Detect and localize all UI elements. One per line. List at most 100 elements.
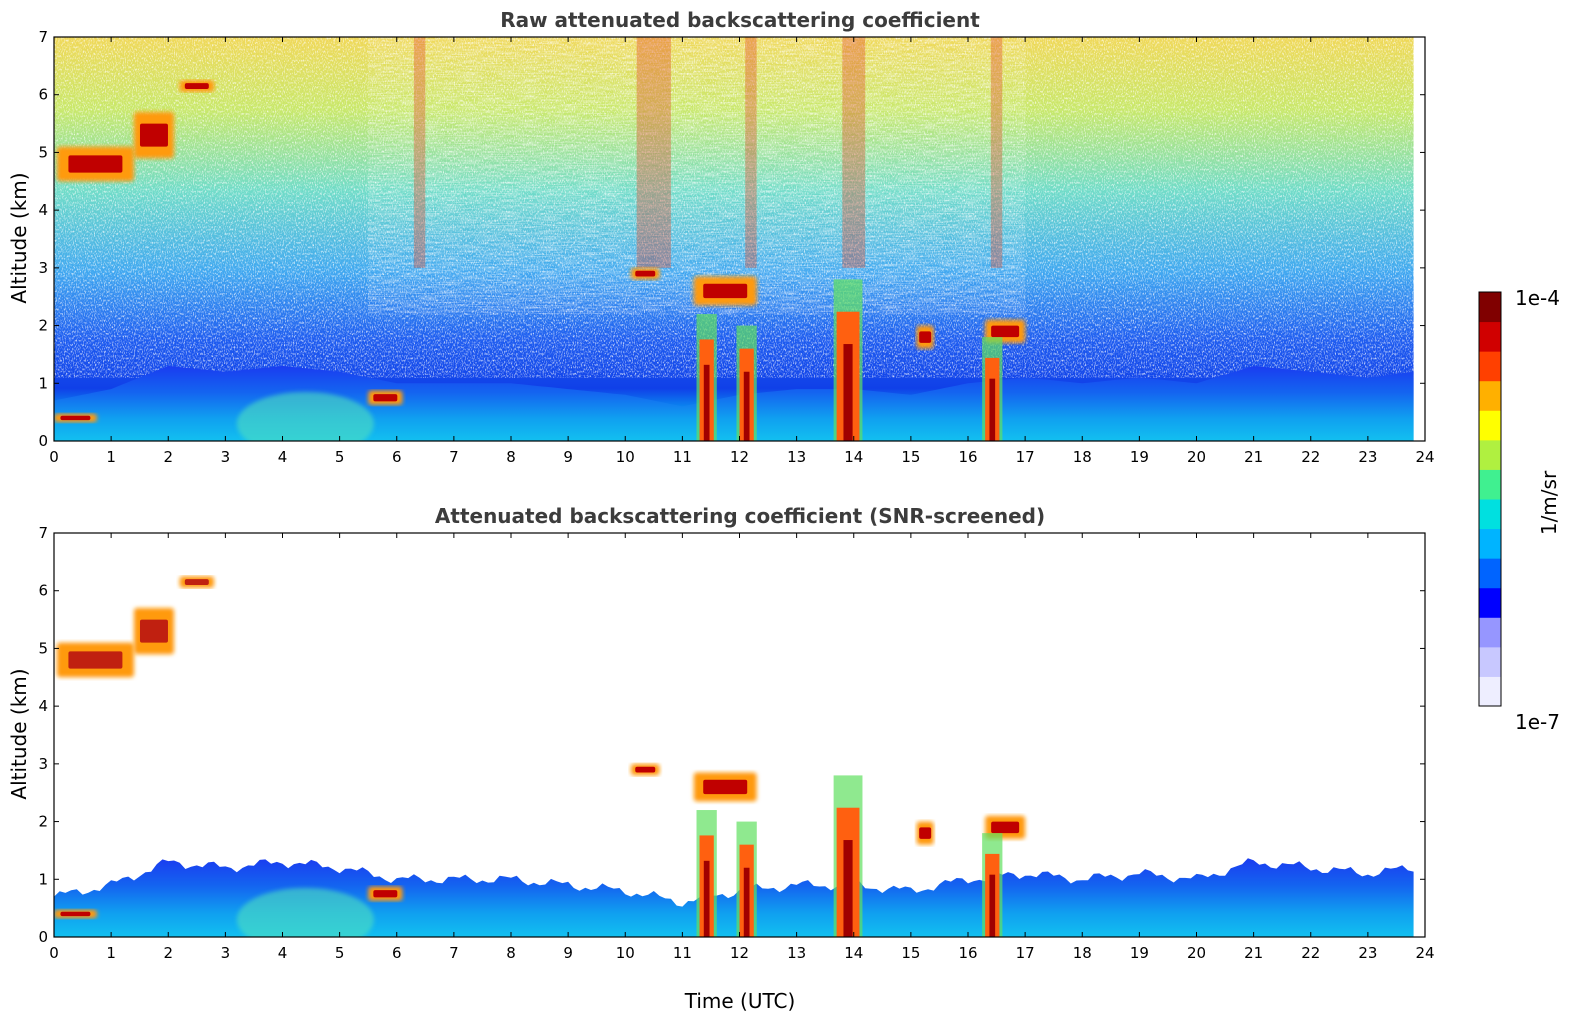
x-tick-label: 17 [1016, 448, 1035, 466]
cloud-core-7 [919, 331, 932, 343]
colorbar-swatch [1479, 499, 1501, 530]
aerosol-plume [236, 887, 374, 937]
cloud-core-5 [635, 766, 656, 773]
x-tick-label: 8 [506, 944, 516, 962]
cloud-core-8 [991, 325, 1020, 338]
x-tick-label: 11 [673, 448, 692, 466]
precip-core-1 [743, 371, 750, 441]
precip-core-0 [703, 364, 710, 441]
x-axis-label: Time (UTC) [684, 989, 796, 1013]
y-tick-label: 3 [38, 259, 48, 277]
colorbar-swatch [1479, 380, 1501, 411]
y-tick-label: 2 [38, 813, 48, 831]
panel1-title: Raw attenuated backscattering coefficien… [500, 8, 980, 32]
precip-core-2 [843, 840, 853, 937]
colorbar-min-label: 1e-7 [1515, 710, 1560, 734]
x-tick-label: 17 [1016, 944, 1035, 962]
x-tick-label: 0 [49, 448, 59, 466]
colorbar-swatch [1479, 469, 1501, 500]
x-tick-label: 2 [163, 448, 173, 466]
y-tick-label: 2 [38, 317, 48, 335]
colorbar-swatch [1479, 410, 1501, 441]
colorbar-swatch [1479, 351, 1501, 382]
panel2-title: Attenuated backscattering coefficient (S… [435, 504, 1045, 528]
colorbar-swatch [1479, 558, 1501, 589]
x-tick-label: 18 [1073, 944, 1092, 962]
x-tick-label: 1 [106, 448, 116, 466]
x-tick-label: 21 [1244, 944, 1263, 962]
x-tick-label: 12 [730, 944, 749, 962]
x-tick-label: 20 [1187, 448, 1206, 466]
panel1-y-label: Altitude (km) [7, 172, 31, 303]
y-tick-label: 0 [38, 432, 48, 450]
colorbar-swatch [1479, 321, 1501, 352]
y-tick-label: 3 [38, 755, 48, 773]
x-tick-label: 6 [392, 448, 402, 466]
x-tick-label: 10 [616, 944, 635, 962]
aerosol-plume [236, 391, 374, 441]
y-tick-label: 7 [38, 524, 48, 542]
y-tick-label: 1 [38, 374, 48, 392]
x-tick-label: 11 [673, 944, 692, 962]
y-tick-label: 7 [38, 28, 48, 46]
x-tick-label: 24 [1415, 944, 1434, 962]
x-tick-label: 3 [221, 944, 231, 962]
precip-core-3 [989, 874, 996, 937]
cloud-core-6 [703, 779, 748, 795]
x-tick-label: 21 [1244, 448, 1263, 466]
x-tick-label: 14 [844, 448, 863, 466]
panel1-x-axis: 0 1 2 3 4 5 6 7 8 9 10 11 12 13 14 15 16 17 18 19 20 21 22 23 24 [49, 37, 1435, 466]
x-tick-label: 13 [787, 944, 806, 962]
x-tick-label: 4 [278, 944, 288, 962]
x-tick-label: 4 [278, 448, 288, 466]
x-tick-label: 9 [563, 944, 573, 962]
streak-column-1 [636, 37, 671, 268]
cloud-core-3 [60, 415, 91, 421]
x-tick-label: 16 [958, 944, 977, 962]
x-tick-label: 7 [449, 944, 459, 962]
cloud-core-3 [60, 911, 91, 917]
panel2-x-axis: 0 1 2 3 4 5 6 7 8 9 10 11 12 13 14 15 16 17 18 19 20 21 22 23 24 [49, 533, 1435, 962]
colorbar-swatch [1479, 646, 1501, 677]
x-tick-label: 15 [901, 944, 920, 962]
x-tick-label: 16 [958, 448, 977, 466]
y-tick-label: 4 [38, 201, 48, 219]
panel1-plot-area [54, 37, 1425, 441]
colorbar-max-label: 1e-4 [1515, 286, 1560, 310]
panel2-y-axis: 0 1 2 3 4 5 6 7 [38, 524, 1425, 946]
x-tick-label: 22 [1301, 448, 1320, 466]
precip-core-0 [703, 860, 710, 937]
x-tick-label: 5 [335, 944, 345, 962]
y-tick-label: 4 [38, 697, 48, 715]
cloud-core-2 [184, 83, 209, 89]
y-tick-label: 5 [38, 143, 48, 161]
colorbar-frame [1478, 291, 1502, 707]
y-tick-label: 6 [38, 582, 48, 600]
colorbar-unit-label: 1/m/sr [1537, 470, 1561, 535]
x-tick-label: 15 [901, 448, 920, 466]
cloud-core-4 [373, 890, 398, 898]
x-tick-label: 19 [1130, 448, 1149, 466]
cloud-core-4 [373, 394, 398, 402]
x-tick-label: 0 [49, 944, 59, 962]
colorbar-swatch [1479, 439, 1501, 470]
x-tick-label: 19 [1130, 944, 1149, 962]
colorbar-swatch [1479, 587, 1501, 618]
x-tick-label: 3 [221, 448, 231, 466]
cloud-core-7 [919, 827, 932, 839]
cloud-core-0 [68, 651, 123, 669]
x-tick-label: 18 [1073, 448, 1092, 466]
colorbar-swatch [1479, 617, 1501, 648]
cloud-core-8 [991, 821, 1020, 834]
x-tick-label: 23 [1358, 944, 1377, 962]
y-tick-label: 0 [38, 928, 48, 946]
x-tick-label: 5 [335, 448, 345, 466]
x-tick-label: 8 [506, 448, 516, 466]
streak-column-3 [842, 37, 866, 268]
cloud-core-1 [139, 619, 168, 643]
cloud-core-5 [635, 270, 656, 277]
x-tick-label: 14 [844, 944, 863, 962]
streak-column-2 [745, 37, 757, 268]
